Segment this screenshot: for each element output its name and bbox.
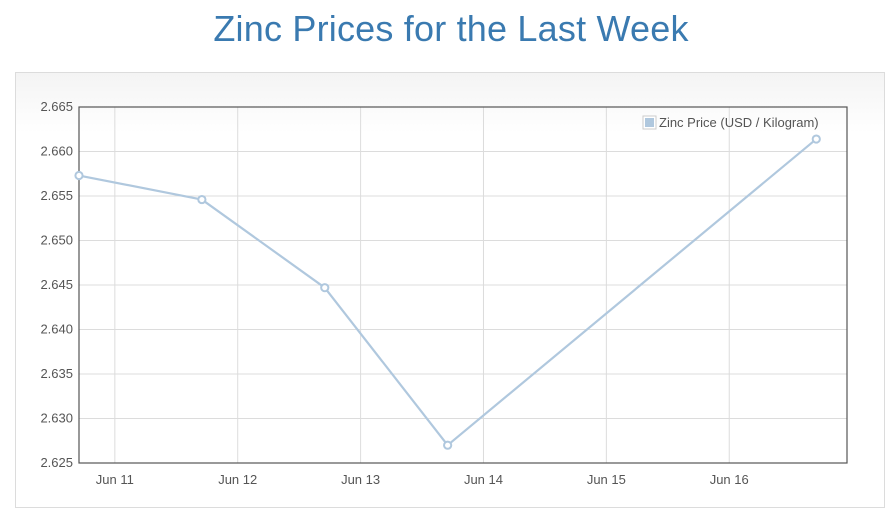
data-point[interactable]: [811, 134, 821, 144]
y-tick-label: 2.640: [40, 322, 73, 337]
y-tick-label: 2.655: [40, 188, 73, 203]
data-point[interactable]: [74, 170, 84, 181]
page-title: Zinc Prices for the Last Week: [213, 8, 689, 49]
y-tick-label: 2.665: [40, 99, 73, 114]
x-tick-label: Jun 14: [464, 472, 503, 487]
x-tick-label: Jun 11: [96, 472, 134, 487]
data-point[interactable]: [197, 194, 207, 205]
y-tick-label: 2.650: [40, 233, 73, 248]
y-axis-tick-labels: 2.665 2.660 2.655 2.650 2.645 2.640 2.635 2.630…: [40, 99, 73, 470]
grid-lines: [79, 106, 847, 464]
legend-label: Zinc Price (USD / Kilogram): [659, 115, 819, 130]
x-tick-label: Jun 16: [710, 472, 749, 487]
data-point[interactable]: [320, 283, 330, 293]
line-chart: 2.665 2.660 2.655 2.650 2.645 2.640 2.635 2.630…: [40, 99, 848, 487]
series-layer: [74, 134, 821, 450]
legend: Zinc Price (USD / Kilogram): [642, 115, 819, 130]
y-tick-label: 2.635: [40, 366, 73, 381]
x-tick-label: Jun 12: [218, 472, 257, 487]
x-tick-label: Jun 15: [587, 472, 626, 487]
data-point[interactable]: [443, 440, 453, 450]
legend-swatch: [645, 118, 654, 127]
y-tick-label: 2.630: [40, 411, 73, 426]
y-tick-label: 2.645: [40, 277, 73, 292]
x-tick-label: Jun 13: [341, 472, 380, 487]
plot-area-border: [78, 106, 848, 464]
chart-panel: 2.665 2.660 2.655 2.650 2.645 2.640 2.635 2.630…: [15, 72, 885, 508]
series-line: [78, 138, 817, 447]
y-tick-label: 2.625: [40, 455, 73, 470]
x-axis-tick-labels: Jun 11 Jun 12 Jun 13 Jun 14 Jun 15 Jun 16: [96, 472, 749, 487]
y-tick-label: 2.660: [40, 144, 73, 159]
